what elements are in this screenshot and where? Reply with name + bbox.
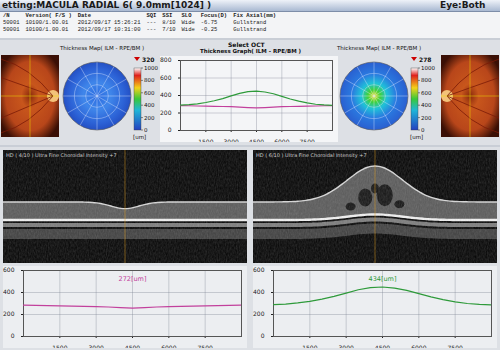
svg-text:278: 278 bbox=[419, 56, 432, 63]
html-text:Gullstrand: Gullstrand bbox=[233, 19, 267, 26]
html-text:7/10: 7/10 bbox=[162, 26, 176, 33]
svg-text:400: 400 bbox=[3, 288, 15, 295]
svg-text:4500: 4500 bbox=[375, 344, 390, 348]
html-text:etting:MACULA RADIAL 6( 9.0mm[: etting:MACULA RADIAL 6( 9.0mm[1024] ) bbox=[2, 0, 212, 10]
svg-text:0: 0 bbox=[421, 127, 425, 133]
svg-text:6000: 6000 bbox=[274, 138, 289, 142]
html-text:Wide: Wide bbox=[181, 26, 195, 33]
html-text:Wide: Wide bbox=[181, 19, 195, 26]
svg-text:3000: 3000 bbox=[224, 138, 239, 142]
svg-text:HD ( 4/10 ) Ultra Fine Choroid: HD ( 4/10 ) Ultra Fine Choroidal Intensi… bbox=[6, 152, 117, 159]
svg-text:0: 0 bbox=[168, 126, 172, 133]
html-text:Fix Axial(mm): Fix Axial(mm) bbox=[233, 12, 277, 19]
svg-text:400: 400 bbox=[421, 102, 432, 108]
svg-text:1500: 1500 bbox=[52, 344, 67, 348]
svg-text:0: 0 bbox=[144, 127, 148, 133]
svg-text:320: 320 bbox=[142, 56, 155, 63]
svg-text:3000: 3000 bbox=[339, 344, 354, 348]
svg-text:434[um]: 434[um] bbox=[369, 275, 397, 283]
svg-text:4500: 4500 bbox=[125, 344, 140, 348]
svg-text:HD ( 6/10 ) Ultra Fine Choroid: HD ( 6/10 ) Ultra Fine Choroidal Intensi… bbox=[256, 152, 367, 159]
svg-text:200: 200 bbox=[253, 310, 265, 317]
svg-text:400: 400 bbox=[160, 91, 172, 98]
html-text:Select OCT: Select OCT bbox=[228, 41, 265, 48]
html-text:Date: Date bbox=[77, 12, 91, 19]
svg-text:600: 600 bbox=[3, 266, 15, 273]
svg-text:600: 600 bbox=[160, 74, 172, 81]
html-text:2012/09/17 10:31:00: 2012/09/17 10:31:00 bbox=[77, 26, 141, 33]
svg-text:600: 600 bbox=[421, 90, 432, 96]
svg-text:4500: 4500 bbox=[249, 138, 264, 142]
svg-text:200: 200 bbox=[421, 115, 432, 121]
svg-text:1000: 1000 bbox=[144, 65, 158, 71]
svg-text:272[um]: 272[um] bbox=[119, 275, 147, 283]
html-text:SLO: SLO bbox=[181, 12, 192, 19]
html-text:Thickness Map( ILM - RPE/BM ): Thickness Map( ILM - RPE/BM ) bbox=[60, 45, 145, 51]
svg-text:200: 200 bbox=[3, 310, 15, 317]
svg-text:0: 0 bbox=[11, 332, 15, 339]
svg-text:1500: 1500 bbox=[302, 344, 317, 348]
html-text:SQI: SQI bbox=[146, 12, 157, 19]
svg-text:600: 600 bbox=[253, 266, 265, 273]
svg-text:1000: 1000 bbox=[421, 65, 435, 71]
svg-text:7500: 7500 bbox=[300, 138, 315, 142]
html-text:/N: /N bbox=[3, 12, 10, 19]
html-text:Thickness Map( ILM - RPE/BM ): Thickness Map( ILM - RPE/BM ) bbox=[337, 45, 422, 51]
html-text:Thickness Graph( ILM - RPE/BM: Thickness Graph( ILM - RPE/BM ) bbox=[200, 48, 302, 54]
svg-text:[um]: [um] bbox=[133, 134, 146, 140]
svg-text:800: 800 bbox=[160, 56, 172, 63]
svg-text:200: 200 bbox=[160, 109, 172, 116]
html-text:Version( F/S ): Version( F/S ) bbox=[25, 12, 72, 19]
svg-text:0: 0 bbox=[261, 332, 265, 339]
html-text:SSI: SSI bbox=[162, 12, 173, 19]
html-text:10100/1.00.01: 10100/1.00.01 bbox=[25, 26, 69, 33]
svg-text:800: 800 bbox=[144, 77, 155, 83]
html-text:-6.75: -6.75 bbox=[200, 19, 218, 26]
svg-text:[um]: [um] bbox=[410, 134, 423, 140]
html-text:Gullstrand: Gullstrand bbox=[233, 26, 267, 33]
svg-text:7500: 7500 bbox=[198, 344, 213, 348]
html-text:Focus(D): Focus(D) bbox=[200, 12, 228, 19]
svg-text:3000: 3000 bbox=[89, 344, 104, 348]
html-text:2012/09/17 15:26:21: 2012/09/17 15:26:21 bbox=[77, 19, 141, 26]
svg-text:1500: 1500 bbox=[198, 138, 213, 142]
html-text:8/10: 8/10 bbox=[162, 19, 176, 26]
svg-text:6000: 6000 bbox=[411, 344, 426, 348]
svg-text:200: 200 bbox=[144, 115, 155, 121]
html-text:10100/1.00.01: 10100/1.00.01 bbox=[25, 19, 69, 26]
html-text:50001: 50001 bbox=[3, 19, 20, 26]
html-text:-0.25: -0.25 bbox=[200, 26, 218, 33]
svg-text:6000: 6000 bbox=[161, 344, 176, 348]
svg-text:400: 400 bbox=[253, 288, 265, 295]
svg-text:7500: 7500 bbox=[448, 344, 463, 348]
svg-text:800: 800 bbox=[421, 77, 432, 83]
svg-text:400: 400 bbox=[144, 102, 155, 108]
html-text:Eye:Both: Eye:Both bbox=[440, 0, 486, 10]
svg-text:600: 600 bbox=[144, 90, 155, 96]
html-text:50001: 50001 bbox=[3, 26, 20, 33]
